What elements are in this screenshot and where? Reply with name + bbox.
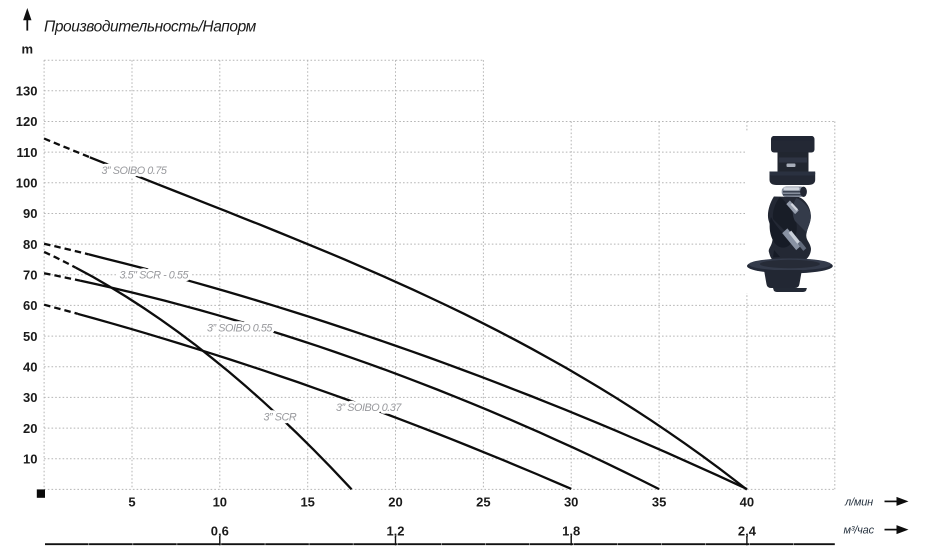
svg-text:120: 120 (16, 114, 38, 129)
svg-text:25: 25 (476, 495, 490, 510)
svg-text:3” SOIBO 0.55: 3” SOIBO 0.55 (207, 323, 273, 335)
svg-text:100: 100 (16, 176, 38, 191)
svg-text:3” SOIBO 0.37: 3” SOIBO 0.37 (336, 402, 402, 414)
svg-text:20: 20 (23, 421, 37, 436)
svg-text:Производительность/Напорм: Производительность/Напорм (44, 19, 257, 36)
svg-text:3” SCR: 3” SCR (264, 411, 297, 423)
svg-text:10: 10 (23, 451, 37, 466)
svg-text:30: 30 (564, 495, 578, 510)
svg-text:90: 90 (23, 206, 37, 221)
svg-text:130: 130 (16, 84, 38, 99)
svg-text:20: 20 (388, 495, 402, 510)
svg-text:70: 70 (23, 268, 37, 283)
svg-text:0,6: 0,6 (211, 524, 229, 539)
svg-text:1,2: 1,2 (386, 524, 404, 539)
svg-text:3.5" SCR - 0.55: 3.5" SCR - 0.55 (120, 269, 190, 281)
svg-text:40: 40 (740, 495, 754, 510)
svg-text:м³/час: м³/час (844, 525, 875, 537)
svg-text:35: 35 (652, 495, 666, 510)
svg-text:60: 60 (23, 298, 37, 313)
svg-text:15: 15 (300, 495, 314, 510)
svg-text:3” SOIBO 0.75: 3” SOIBO 0.75 (102, 165, 168, 177)
svg-text:50: 50 (23, 329, 37, 344)
svg-text:110: 110 (17, 145, 38, 160)
svg-text:2,4: 2,4 (738, 524, 757, 539)
svg-text:5: 5 (128, 495, 135, 510)
svg-text:10: 10 (213, 495, 227, 510)
svg-text:80: 80 (23, 237, 37, 252)
svg-text:30: 30 (23, 390, 37, 405)
svg-text:m: m (22, 42, 34, 57)
svg-text:1,8: 1,8 (562, 524, 580, 539)
svg-text:л/мин: л/мин (844, 496, 873, 508)
svg-text:40: 40 (23, 360, 37, 375)
